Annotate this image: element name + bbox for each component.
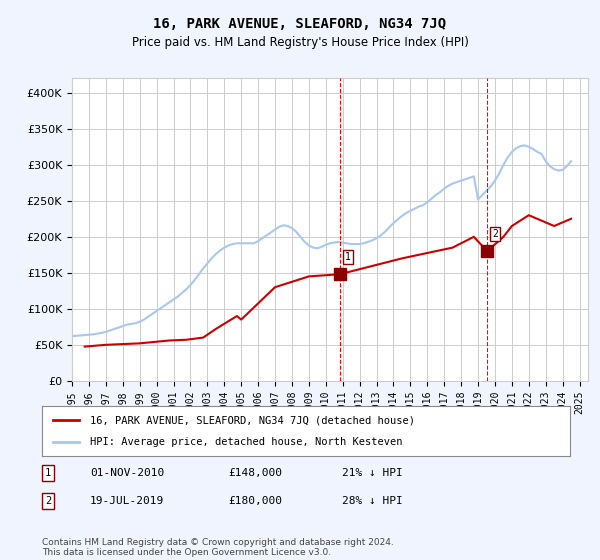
Text: 1: 1 [345,252,351,262]
Text: 2: 2 [45,496,51,506]
Text: Contains HM Land Registry data © Crown copyright and database right 2024.
This d: Contains HM Land Registry data © Crown c… [42,538,394,557]
Text: Price paid vs. HM Land Registry's House Price Index (HPI): Price paid vs. HM Land Registry's House … [131,36,469,49]
Text: £180,000: £180,000 [228,496,282,506]
Text: 28% ↓ HPI: 28% ↓ HPI [342,496,403,506]
Text: 21% ↓ HPI: 21% ↓ HPI [342,468,403,478]
Text: 16, PARK AVENUE, SLEAFORD, NG34 7JQ (detached house): 16, PARK AVENUE, SLEAFORD, NG34 7JQ (det… [89,415,415,425]
Text: 2: 2 [492,229,498,239]
Text: HPI: Average price, detached house, North Kesteven: HPI: Average price, detached house, Nort… [89,437,402,447]
Text: 16, PARK AVENUE, SLEAFORD, NG34 7JQ: 16, PARK AVENUE, SLEAFORD, NG34 7JQ [154,17,446,31]
Text: 19-JUL-2019: 19-JUL-2019 [90,496,164,506]
Text: 01-NOV-2010: 01-NOV-2010 [90,468,164,478]
Text: 1: 1 [45,468,51,478]
Text: £148,000: £148,000 [228,468,282,478]
